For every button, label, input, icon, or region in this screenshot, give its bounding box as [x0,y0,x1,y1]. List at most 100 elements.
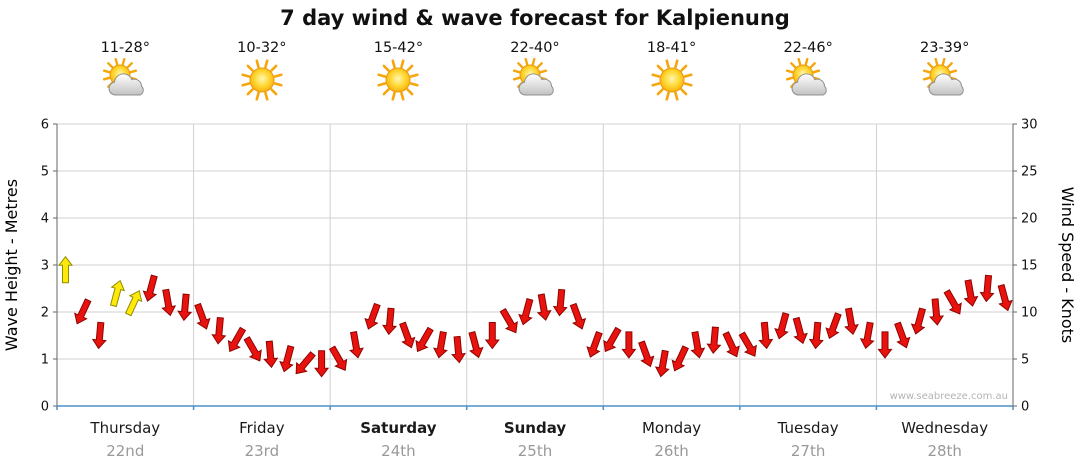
wind-arrow-layer [57,255,1013,378]
wind-arrow [74,298,92,325]
day-date: 28th [927,442,961,460]
temperature-range: 10-32° [237,40,287,56]
wind-arrow [943,289,962,315]
wave-tick-label: 3 [41,259,49,274]
day-date: 22nd [106,442,144,460]
wind-arrow [722,331,740,358]
wind-arrow [227,326,247,353]
day-headers: 11-28° 10-32° 15-42° 22-40° 18-41° 22-46° 23-3… [0,0,1080,120]
day-header-monday: 18-41° [647,40,697,103]
wind-arrow [484,322,500,350]
wind-arrow [243,336,262,362]
wind-tick-label: 25 [1021,165,1038,180]
wind-arrow [603,326,622,353]
wind-arrow [877,331,893,359]
weather-icon-partly-cloudy [786,57,827,96]
page-title: 7 day wind & wave forecast for Kalpienun… [280,6,790,30]
wind-arrow [142,274,158,302]
wind-arrow [671,345,689,372]
wind-arrow [690,330,706,359]
wind-arrow [451,335,467,364]
wind-arrow [859,321,875,350]
wind-arrow [382,307,398,336]
day-label-saturday: Saturday [360,419,437,437]
wind-arrow [415,326,434,353]
wind-arrow [738,331,757,357]
wind-tick-label: 20 [1021,212,1038,227]
temperature-range: 22-40° [510,40,560,56]
temperature-range: 22-46° [783,40,833,56]
wind-arrow [194,302,211,330]
wind-arrow [552,288,568,317]
temperature-range: 15-42° [373,40,424,56]
weather-icon-partly-cloudy [922,57,964,96]
temperature-range: 23-39° [920,40,970,56]
wave-tick-label: 1 [41,353,49,368]
day-label-wednesday: Wednesday [901,419,988,437]
wind-tick-label: 5 [1021,353,1029,368]
wind-arrow [279,345,295,373]
wind-tick-label: 30 [1021,118,1038,133]
wind-tick-label: 10 [1021,306,1038,321]
weather-icon-sunny [650,59,693,101]
weather-icon-sunny [377,59,420,101]
day-date: 23rd [245,442,280,460]
wind-arrow [124,290,143,317]
day-label-thursday: Thursday [89,419,160,437]
weather-icon-partly-cloudy [103,57,144,96]
wind-arrow [433,330,448,359]
day-header-wednesday: 23-39° [920,40,970,103]
right-axis-label: Wind Speed - Knots [1058,187,1077,343]
temperature-range: 11-28° [100,40,150,56]
wind-arrow [328,345,348,371]
wind-arrow [536,293,552,321]
weather-icon-sunny [241,59,283,101]
wind-arrow [706,326,722,354]
wave-tick-label: 2 [41,306,49,321]
wind-arrow [929,298,945,326]
wind-arrow [468,330,484,359]
axis-layer [53,123,1017,410]
wind-arrow [364,302,381,330]
wind-arrow [177,293,193,322]
wind-arrow [654,349,670,378]
wind-arrow [586,331,603,358]
wind-tick-label: 15 [1021,259,1038,274]
wind-arrow [91,321,107,350]
wind-arrow [295,351,316,375]
wind-arrow [894,321,911,349]
day-date: 25th [518,442,552,460]
wind-arrow [808,321,824,350]
day-date: 24th [381,442,415,460]
wind-arrow [211,317,227,345]
day-header-thursday: 11-28° [100,40,150,103]
temperature-range: 18-41° [646,40,697,56]
wind-arrow [621,331,637,359]
wave-tick-label: 4 [41,212,49,227]
left-axis-label: Wave Height - Metres [2,179,21,351]
wind-arrow [792,316,808,345]
wind-arrow [979,274,995,303]
day-header-saturday: 15-42° [373,40,423,103]
axis-tick-labels: 0 1 2 3 4 5 6 0 5 10 15 20 25 30 Thursday 22nd Friday 23r… [41,118,1038,461]
wind-arrow [825,312,842,340]
wind-arrow [263,340,279,369]
wind-arrow [774,312,790,340]
wind-arrow [844,307,859,336]
grid-layer [57,123,1013,406]
wind-arrow [57,255,74,284]
wind-arrow [963,279,979,307]
wind-arrow [638,340,655,368]
day-date: 26th [654,442,688,460]
day-header-tuesday: 22-46° [783,40,833,103]
day-header-sunday: 22-40° [510,40,560,103]
wind-arrow [518,298,534,326]
wind-arrow [314,350,330,378]
wind-arrow [758,321,774,350]
watermark: www.seabreeze.com.au [890,391,1008,402]
wind-arrow [399,321,416,349]
wind-arrow [499,307,518,334]
day-header-friday: 10-32° [237,40,287,103]
wave-tick-label: 0 [41,400,49,415]
